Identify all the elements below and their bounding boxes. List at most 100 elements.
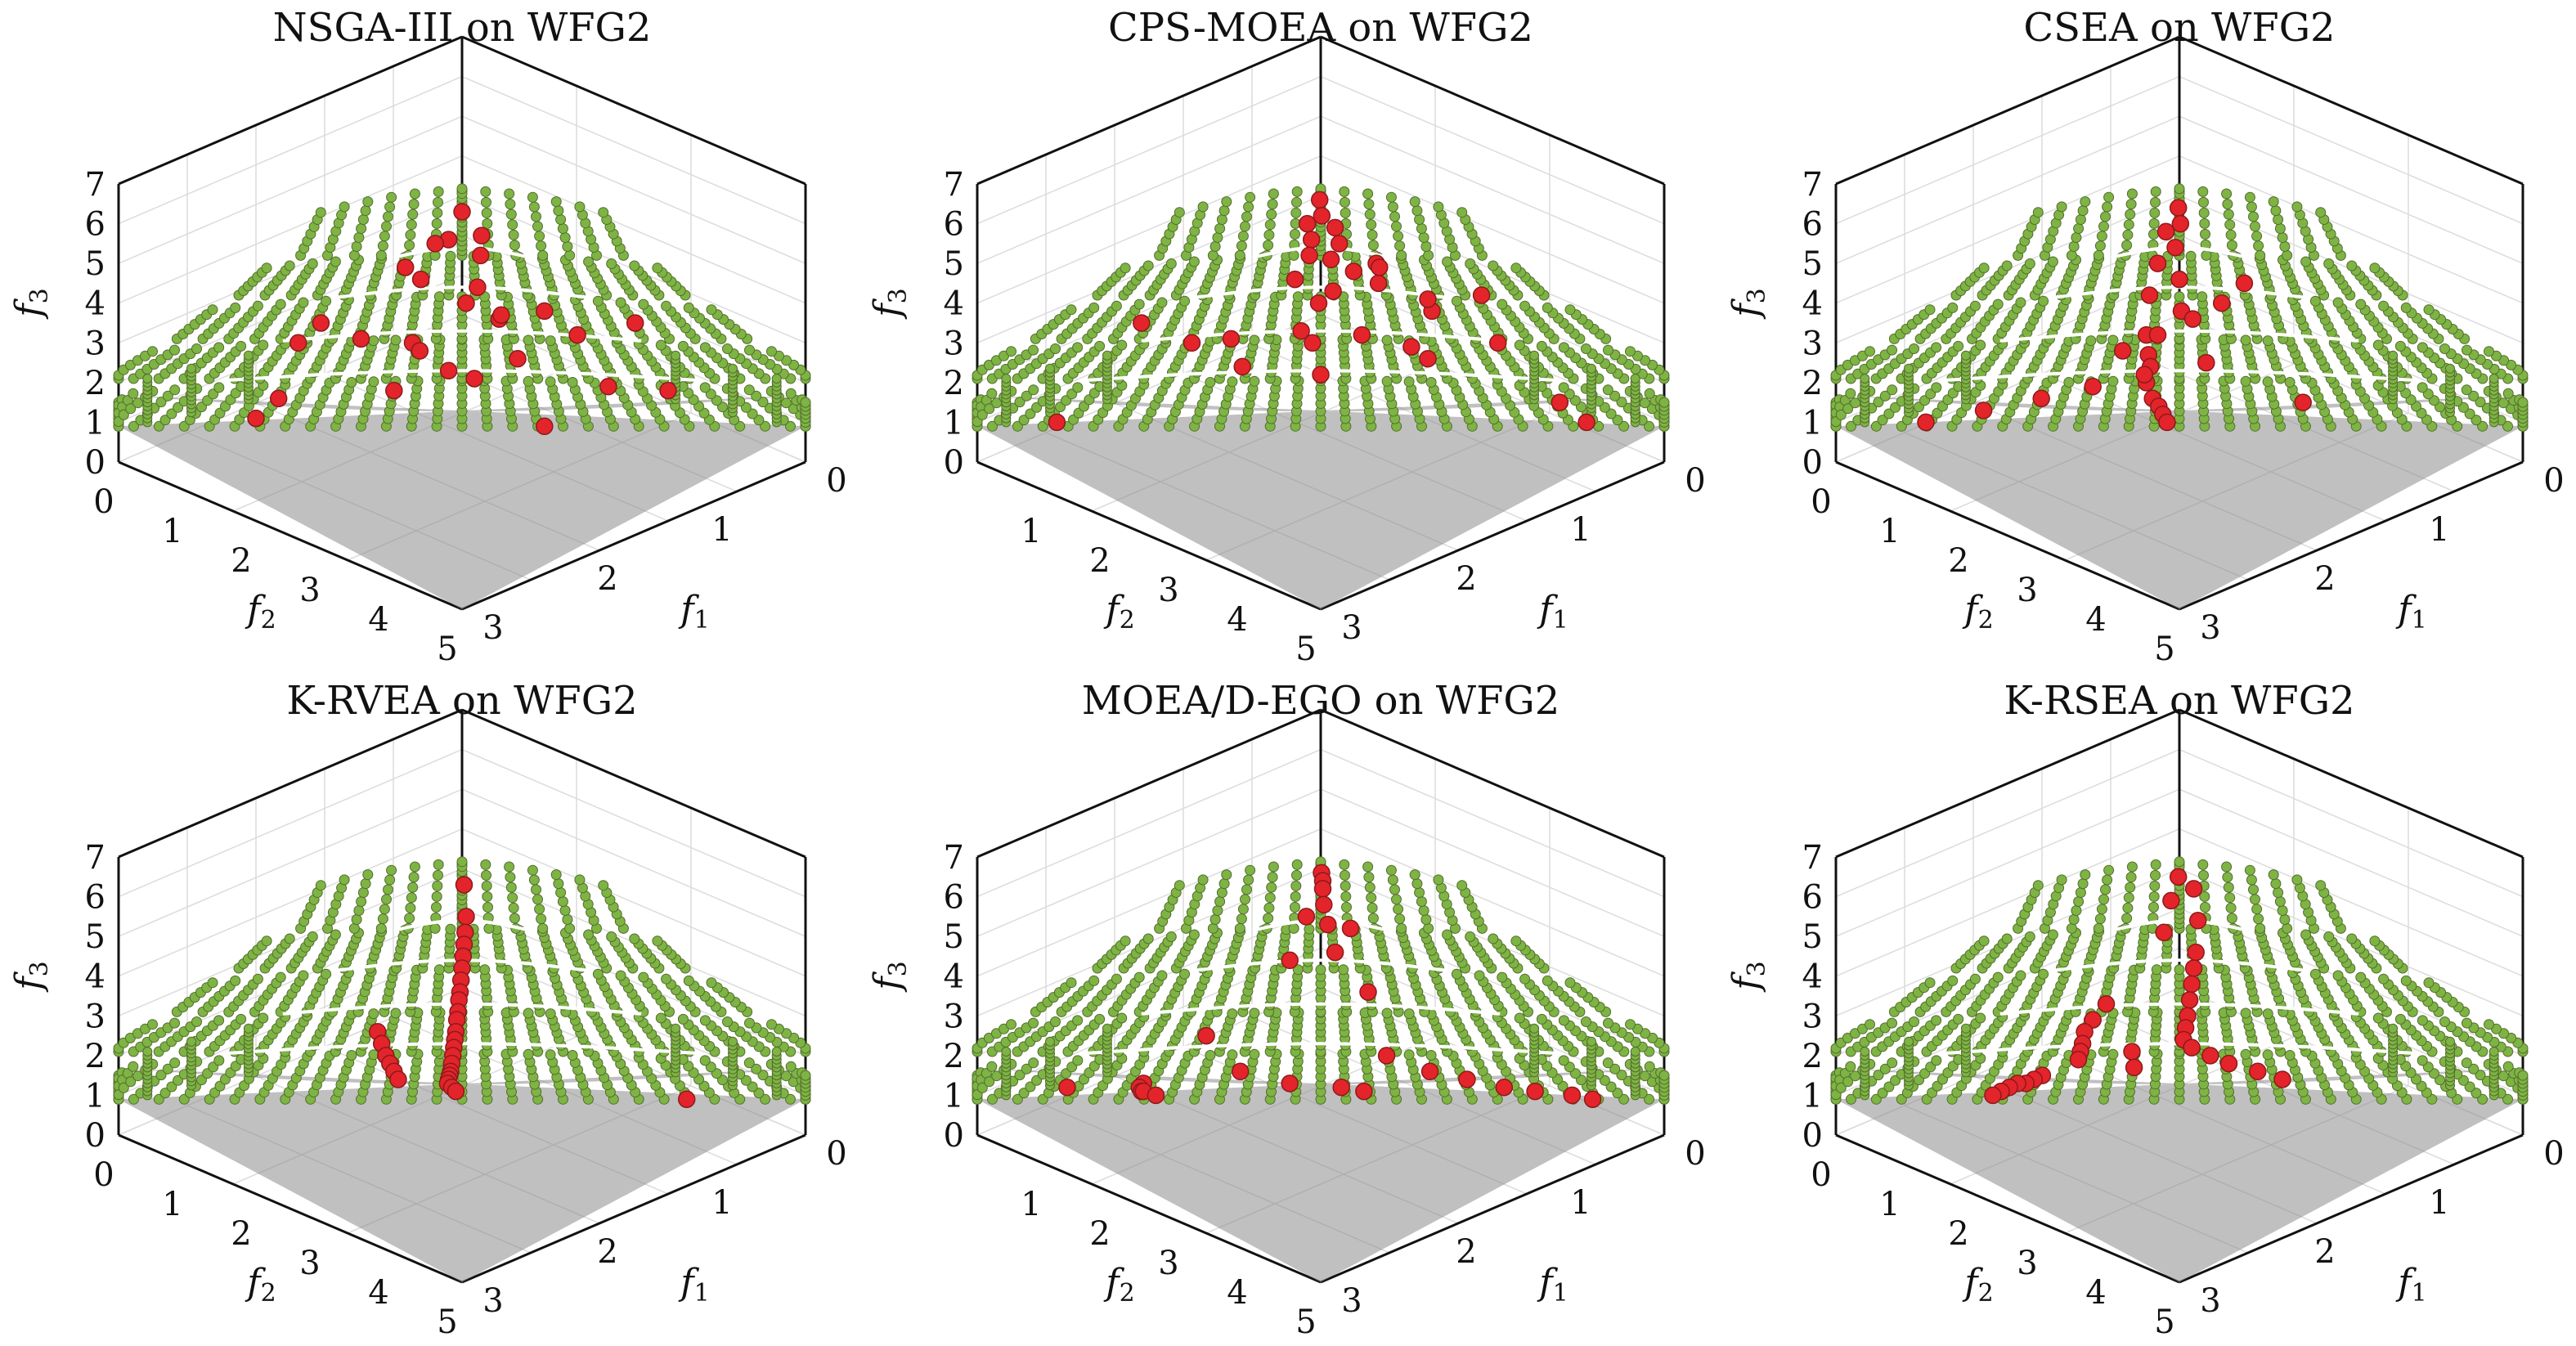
pareto-front-point xyxy=(1133,298,1145,310)
pareto-front-point xyxy=(1263,913,1274,924)
x-tick-label: 0 xyxy=(1685,462,1705,500)
solution-point xyxy=(1472,286,1491,304)
pareto-front-point xyxy=(2102,201,2113,213)
pareto-front-point xyxy=(1249,375,1260,387)
solution-point xyxy=(1488,334,1507,352)
pareto-front-point xyxy=(384,874,396,886)
y-tick-label: 1 xyxy=(1021,513,1041,550)
pareto-front-point xyxy=(1456,207,1468,218)
solution-point xyxy=(385,381,403,400)
pareto-front-point xyxy=(1209,241,1221,252)
pareto-front-point xyxy=(169,1057,181,1069)
pareto-front-point xyxy=(1218,205,1230,217)
pareto-front-point xyxy=(169,1017,180,1029)
pareto-front-point xyxy=(1416,896,1427,907)
pareto-front-point xyxy=(2103,191,2115,203)
solution-point xyxy=(1233,357,1251,376)
pareto-front-point xyxy=(408,199,420,210)
pareto-front-point xyxy=(2309,295,2321,307)
x-axis-label: f1 xyxy=(2395,589,2426,635)
z-tick-label: 3 xyxy=(944,325,964,362)
pareto-front-point xyxy=(321,295,332,307)
pareto-front-point xyxy=(386,191,397,203)
pareto-front-point xyxy=(445,923,456,935)
pareto-front-point xyxy=(1969,300,1981,312)
pareto-front-point xyxy=(1497,298,1508,310)
pareto-front-point xyxy=(482,218,493,229)
pareto-front-point xyxy=(2148,218,2160,229)
pareto-front-point xyxy=(432,880,443,891)
pareto-front-point xyxy=(1564,977,1576,989)
pareto-front-point xyxy=(1630,1047,1640,1057)
pareto-front-point xyxy=(213,1015,225,1026)
solution-point xyxy=(2032,389,2050,408)
pareto-front-point xyxy=(1602,1057,1613,1069)
pareto-front-point xyxy=(2248,211,2259,222)
pareto-front-point xyxy=(445,250,456,262)
y-axis-label: f2 xyxy=(1962,589,1993,635)
pareto-front-point xyxy=(1381,375,1393,387)
pareto-front-point xyxy=(186,363,196,374)
grid-line xyxy=(118,115,463,264)
pareto-front-point xyxy=(2200,228,2210,240)
solution-point xyxy=(352,330,370,348)
pareto-front-point xyxy=(1243,874,1254,886)
pareto-front-point xyxy=(1236,240,1247,252)
pareto-front-point xyxy=(383,884,393,895)
z-tick-label: 7 xyxy=(85,166,105,204)
pareto-front-point xyxy=(1909,343,1919,354)
x-axis-label: f1 xyxy=(678,589,709,635)
pareto-front-point xyxy=(2038,295,2049,307)
solution-point xyxy=(2235,274,2254,293)
pareto-front-point xyxy=(652,262,663,274)
pareto-front-point xyxy=(390,334,402,346)
pareto-front-point xyxy=(1263,902,1275,913)
pareto-front-point xyxy=(408,872,420,883)
pareto-front-point xyxy=(677,340,689,352)
pareto-front-point xyxy=(1094,1013,1106,1025)
solution-point xyxy=(536,302,554,321)
pareto-front-point xyxy=(1341,901,1352,913)
pareto-front-point xyxy=(1267,872,1278,883)
pareto-front-point xyxy=(592,968,604,980)
solution-point xyxy=(471,246,490,265)
solution-point xyxy=(2135,366,2153,384)
pareto-front-point xyxy=(706,304,717,316)
pareto-front-point xyxy=(1389,884,1400,895)
pareto-front-point xyxy=(2417,342,2428,353)
pareto-front-point xyxy=(118,409,129,420)
y-tick-label: 5 xyxy=(2154,630,2174,668)
pareto-front-point xyxy=(523,1007,534,1019)
pareto-front-point xyxy=(405,902,416,913)
pareto-front-point xyxy=(751,390,762,402)
pareto-front-point xyxy=(1188,256,1200,267)
pareto-front-point xyxy=(407,209,419,220)
pareto-front-point xyxy=(699,342,711,353)
pareto-front-point xyxy=(1416,223,1427,234)
grid-line xyxy=(461,115,806,264)
pareto-front-point xyxy=(1156,970,1168,981)
pareto-front-point xyxy=(2056,201,2067,213)
pareto-front-point xyxy=(298,297,309,308)
pareto-front-point xyxy=(381,221,392,232)
pareto-front-point xyxy=(2107,334,2119,346)
solution-point xyxy=(536,417,554,436)
pareto-front-point xyxy=(1209,914,1221,925)
pareto-front-point xyxy=(2250,221,2260,232)
solution-point xyxy=(1286,270,1304,289)
pareto-front-point xyxy=(706,977,717,989)
pareto-front-point xyxy=(504,188,515,200)
pareto-front-point xyxy=(1290,880,1302,891)
solution-point xyxy=(1369,274,1388,293)
pareto-front-point xyxy=(1474,970,1485,981)
pareto-front-point xyxy=(1931,382,1942,393)
pareto-front-point xyxy=(1845,388,1856,399)
solution-point xyxy=(1310,191,1329,209)
pareto-front-point xyxy=(368,1049,379,1061)
solution-point xyxy=(509,349,527,368)
pareto-front-point xyxy=(153,420,164,432)
pareto-front-point xyxy=(677,1013,689,1025)
